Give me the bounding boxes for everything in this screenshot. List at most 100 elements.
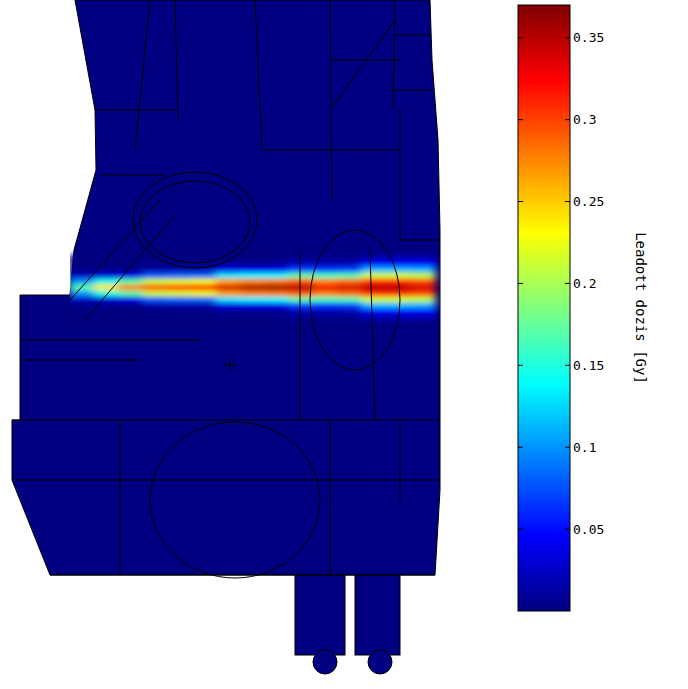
heatmap-cell <box>313 255 338 262</box>
heatmap-cell <box>70 261 95 268</box>
chart: 0.050.10.150.20.250.30.35 Leadott dozis [… <box>0 0 688 689</box>
heatmap-cell <box>70 303 95 310</box>
heatmap-cell <box>264 279 289 286</box>
heatmap-clip <box>70 255 436 322</box>
heatmap-cell <box>143 309 168 316</box>
heatmap-cell <box>118 273 143 280</box>
colorbar-tick <box>565 119 570 120</box>
heatmap-cell <box>410 279 435 286</box>
colorbar-tick <box>565 365 570 366</box>
cross-marker <box>224 359 236 371</box>
heatmap-cell <box>167 291 192 298</box>
colorbar-label: Leadott dozis [Gy] <box>633 232 649 384</box>
heatmap-cell <box>386 291 411 298</box>
colorbar-tick-label: 0.15 <box>573 358 604 373</box>
heatmap-cell <box>264 267 289 274</box>
heatmap-cell <box>70 255 95 262</box>
heatmap-cell <box>143 297 168 304</box>
heatmap-cell <box>264 285 289 292</box>
heatmap-cell <box>264 255 289 262</box>
colorbar-tick-label: 0.05 <box>573 522 604 537</box>
colorbar-tick <box>518 37 523 38</box>
heatmap-cell <box>264 273 289 280</box>
heatmap-cell <box>313 285 338 292</box>
heatmap-cell <box>70 279 95 286</box>
colorbar-tick <box>518 447 523 448</box>
colorbar-tick <box>518 283 523 284</box>
organ-line <box>100 175 165 176</box>
heatmap-cell <box>70 315 95 322</box>
heatmap-cell <box>118 315 143 322</box>
heatmap-cell <box>143 291 168 298</box>
heatmap-cell <box>118 279 143 286</box>
colorbar <box>518 5 570 611</box>
heatmap-cell <box>240 255 265 262</box>
heatmap-cell <box>264 261 289 268</box>
heatmap-cell <box>410 291 435 298</box>
heatmap-cell <box>143 267 168 274</box>
heatmap-cell <box>313 309 338 316</box>
heatmap-cell <box>94 255 119 262</box>
heatmap-cell <box>289 255 314 262</box>
heatmap-cell <box>337 291 362 298</box>
heatmap-cell <box>313 291 338 298</box>
heatmap-cell <box>191 303 216 310</box>
heatmap-cell <box>94 309 119 316</box>
heatmap-cell <box>337 261 362 268</box>
organ-outlines <box>12 0 440 578</box>
heatmap-cell <box>337 297 362 304</box>
heatmap-cell <box>118 309 143 316</box>
heatmap-cell <box>191 297 216 304</box>
heatmap-cell <box>216 267 241 274</box>
organ-line <box>12 420 440 421</box>
organ-line <box>120 420 121 575</box>
heatmap-cell <box>313 315 338 322</box>
heatmap-cell <box>191 315 216 322</box>
colorbar-tick <box>565 447 570 448</box>
heatmap-cell <box>264 315 289 322</box>
heatmap-cell <box>313 297 338 304</box>
heatmap-cell <box>410 255 435 262</box>
heatmap-cell <box>143 285 168 292</box>
heatmap-cell <box>118 303 143 310</box>
heatmap-cell <box>410 303 435 310</box>
heatmap-cell <box>289 273 314 280</box>
colorbar-tick <box>565 283 570 284</box>
organ-line <box>395 35 430 36</box>
colorbar-tick <box>518 119 523 120</box>
heatmap-cell <box>240 309 265 316</box>
heatmap-cell <box>143 279 168 286</box>
organ-bladder <box>150 422 320 578</box>
heatmap-cell <box>313 303 338 310</box>
heatmap-cell <box>94 261 119 268</box>
organ-kidney <box>310 230 400 370</box>
heatmap-cell <box>191 291 216 298</box>
heatmap-cell <box>337 273 362 280</box>
heatmap-cell <box>386 309 411 316</box>
heatmap-cell <box>410 297 435 304</box>
heatmap-cell <box>289 261 314 268</box>
colorbar-ticks: 0.050.10.150.20.250.30.35 <box>518 30 604 536</box>
heatmap-cell <box>167 303 192 310</box>
heatmap-cell <box>337 303 362 310</box>
heatmap-cell <box>191 285 216 292</box>
heatmap-cell <box>167 255 192 262</box>
heatmap-cell <box>240 261 265 268</box>
heatmap-cell <box>337 315 362 322</box>
organ-line <box>20 340 200 341</box>
phantom-foot <box>313 650 337 674</box>
heatmap-cell <box>216 285 241 292</box>
heatmap-cell <box>337 285 362 292</box>
heatmap-cell <box>264 309 289 316</box>
heatmap-cell <box>216 291 241 298</box>
heatmap-cell <box>216 279 241 286</box>
heatmap-cell <box>410 261 435 268</box>
heatmap-cell <box>337 279 362 286</box>
heatmap-cell <box>386 303 411 310</box>
heatmap-cell <box>362 303 387 310</box>
organ-line <box>330 60 400 61</box>
heatmap-cell <box>240 297 265 304</box>
heatmap-cell <box>386 297 411 304</box>
heatmap-cell <box>313 267 338 274</box>
heatmap-cell <box>191 273 216 280</box>
